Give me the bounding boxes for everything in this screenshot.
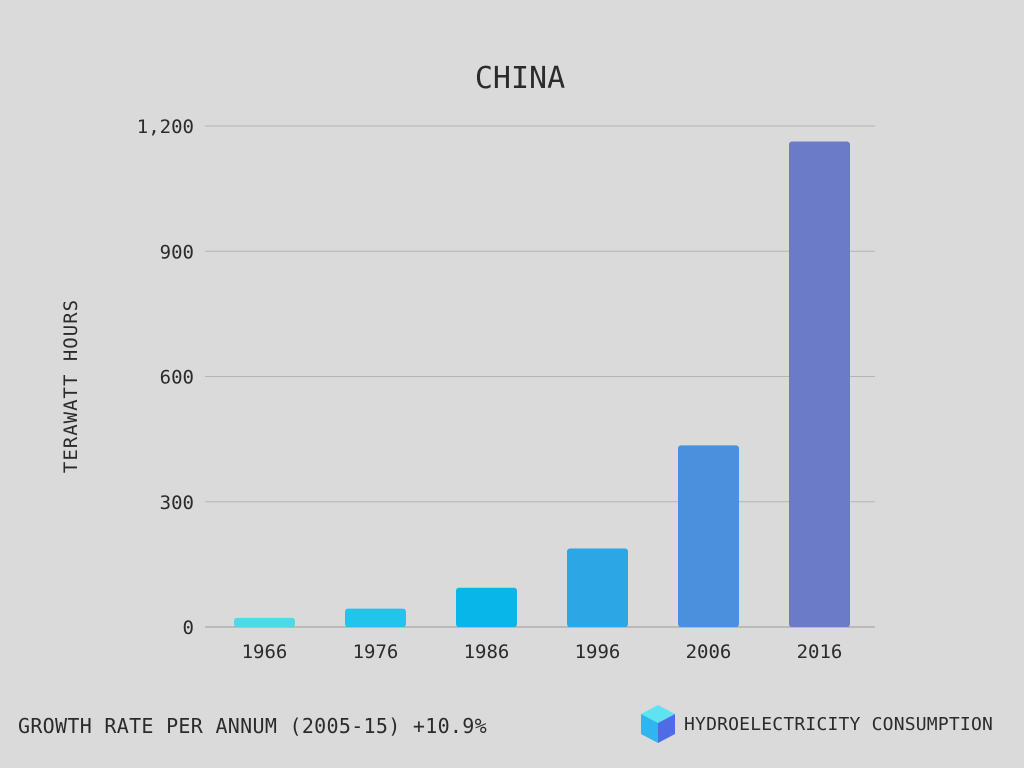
gridlines	[205, 125, 875, 628]
x-tick-label: 1966	[242, 641, 288, 663]
y-tick-label: 0	[183, 617, 194, 639]
bars	[234, 141, 850, 627]
x-tick-label: 1976	[353, 641, 399, 663]
legend: HYDROELECTRICITY CONSUMPTION	[640, 704, 993, 744]
bar-1986	[456, 587, 517, 627]
legend-label: HYDROELECTRICITY CONSUMPTION	[684, 713, 994, 735]
y-axis-ticks: 0 300 600 900 1,200	[137, 116, 194, 639]
bar-chart: CHINA TERAWATT HOURS 0 300 600 900 1,200 196…	[60, 61, 875, 663]
bar-1966	[234, 617, 295, 627]
y-tick-label: 300	[160, 492, 194, 514]
bar-1996	[567, 548, 628, 627]
y-axis-title: TERAWATT HOURS	[60, 299, 82, 473]
cube-icon	[641, 705, 675, 743]
x-tick-label: 1996	[575, 641, 621, 663]
bar-2006	[678, 445, 739, 627]
x-tick-label: 1986	[464, 641, 510, 663]
x-tick-label: 2016	[797, 641, 843, 663]
growth-rate-text: GROWTH RATE PER ANNUM (2005-15) +10.9%	[18, 714, 487, 738]
x-tick-label: 2006	[686, 641, 732, 663]
chart-title: CHINA	[475, 61, 565, 96]
y-tick-label: 1,200	[137, 116, 194, 138]
x-axis-ticks: 1966 1976 1986 1996 2006 2016	[242, 641, 843, 663]
bar-2016	[789, 141, 850, 627]
bar-1976	[345, 608, 406, 627]
y-tick-label: 600	[160, 367, 194, 389]
y-tick-label: 900	[160, 241, 194, 263]
